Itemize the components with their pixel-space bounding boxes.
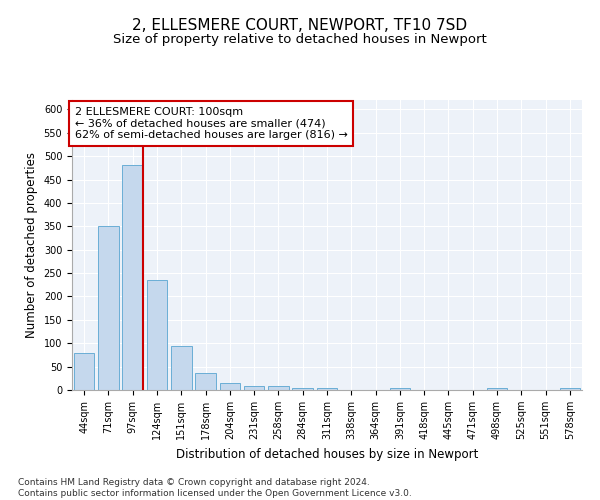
Bar: [389, 388, 410, 390]
Bar: [171, 346, 191, 390]
Bar: [317, 388, 337, 390]
Text: 2 ELLESMERE COURT: 100sqm
← 36% of detached houses are smaller (474)
62% of semi: 2 ELLESMERE COURT: 100sqm ← 36% of detac…: [75, 107, 348, 140]
Bar: [244, 386, 265, 390]
Bar: [195, 372, 216, 390]
Bar: [220, 382, 240, 390]
Bar: [122, 166, 143, 390]
Bar: [98, 226, 119, 390]
Bar: [560, 388, 580, 390]
Bar: [146, 280, 167, 390]
Text: Size of property relative to detached houses in Newport: Size of property relative to detached ho…: [113, 32, 487, 46]
Text: Contains HM Land Registry data © Crown copyright and database right 2024.
Contai: Contains HM Land Registry data © Crown c…: [18, 478, 412, 498]
Y-axis label: Number of detached properties: Number of detached properties: [25, 152, 38, 338]
Bar: [487, 388, 508, 390]
X-axis label: Distribution of detached houses by size in Newport: Distribution of detached houses by size …: [176, 448, 478, 460]
Bar: [268, 386, 289, 390]
Bar: [292, 388, 313, 390]
Text: 2, ELLESMERE COURT, NEWPORT, TF10 7SD: 2, ELLESMERE COURT, NEWPORT, TF10 7SD: [133, 18, 467, 32]
Bar: [74, 352, 94, 390]
